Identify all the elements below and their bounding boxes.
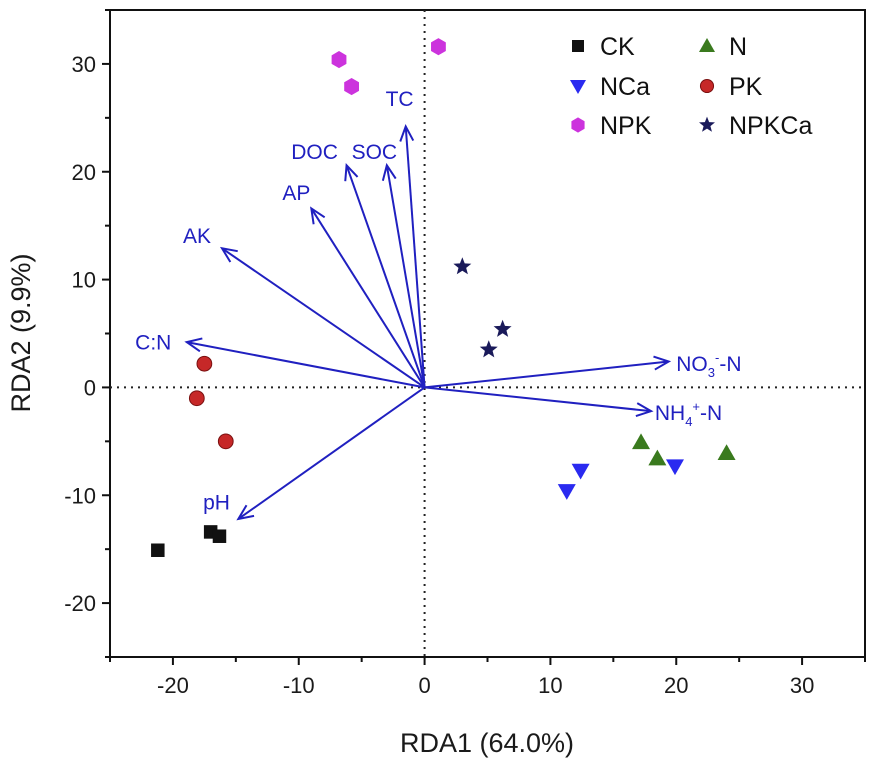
y-tick-label: 10 bbox=[72, 268, 96, 293]
legend-label-npk: NPK bbox=[600, 112, 652, 140]
vector-line bbox=[404, 126, 426, 388]
vector-line bbox=[186, 341, 425, 389]
point-pk bbox=[188, 390, 205, 407]
legend-label-ck: CK bbox=[600, 33, 635, 61]
vector-line bbox=[345, 164, 426, 388]
legend: CK N NCa PK NPK NPKCa bbox=[570, 33, 812, 140]
y-tick-label: 0 bbox=[84, 375, 96, 400]
legend-label-n: N bbox=[729, 33, 747, 61]
point-npkca bbox=[479, 340, 498, 358]
legend-marker-npk bbox=[571, 117, 585, 133]
x-tick-label: 20 bbox=[664, 673, 688, 698]
point-n bbox=[648, 449, 667, 466]
plot-frame bbox=[109, 9, 866, 658]
vector-label: TC bbox=[386, 88, 414, 111]
y-axis-title: RDA2 (9.9%) bbox=[6, 253, 36, 412]
vector-label: DOC bbox=[291, 141, 338, 164]
legend-marker-nca bbox=[570, 80, 586, 94]
vector-arrowhead bbox=[184, 337, 203, 353]
y-tick-label: -20 bbox=[64, 591, 96, 616]
vector-arrowhead bbox=[635, 402, 654, 418]
vector-line bbox=[385, 165, 426, 388]
point-ck bbox=[151, 543, 165, 557]
x-tick-label: 0 bbox=[418, 673, 430, 698]
point-pk bbox=[196, 355, 213, 372]
point-npk bbox=[431, 38, 446, 56]
point-npkca bbox=[493, 319, 512, 337]
reference-lines bbox=[110, 10, 865, 657]
vector-arrowhead bbox=[219, 246, 238, 263]
environment-vectors: TC SOC DOC AP AK C:N pH NO3--N NH4+-N bbox=[135, 88, 742, 521]
x-tick-label: -20 bbox=[157, 673, 189, 698]
vector-label: AP bbox=[282, 182, 310, 205]
point-npk bbox=[344, 78, 360, 96]
point-npkca bbox=[453, 257, 472, 275]
vector-arrowhead bbox=[236, 504, 255, 521]
vector-line bbox=[310, 207, 426, 388]
point-nca bbox=[665, 459, 684, 476]
x-axis-title: RDA1 (64.0%) bbox=[400, 728, 574, 758]
point-n bbox=[717, 444, 736, 460]
vector-arrowhead bbox=[310, 206, 326, 225]
vector-arrowhead bbox=[399, 124, 415, 142]
y-tick-label: -10 bbox=[64, 483, 96, 508]
vector-line bbox=[221, 247, 426, 389]
vector-line bbox=[424, 360, 669, 389]
legend-marker-ck bbox=[572, 40, 584, 52]
x-tick-label: -10 bbox=[283, 673, 315, 698]
y-tick-label: 30 bbox=[72, 52, 96, 77]
legend-marker-npkca bbox=[699, 116, 715, 132]
point-npk bbox=[331, 51, 347, 69]
x-tick-label: 10 bbox=[538, 673, 562, 698]
point-n bbox=[632, 433, 651, 450]
vector-label: pH bbox=[203, 491, 230, 514]
legend-label-nca: NCa bbox=[600, 73, 650, 101]
point-nca bbox=[571, 463, 590, 480]
sample-points bbox=[151, 38, 736, 557]
legend-label-npkca: NPKCa bbox=[729, 112, 812, 140]
vector-label: SOC bbox=[352, 141, 398, 164]
legend-marker-n bbox=[699, 38, 715, 52]
point-ck bbox=[212, 529, 227, 543]
vector-arrowhead bbox=[653, 355, 672, 371]
vector-label: C:N bbox=[135, 332, 171, 355]
point-nca bbox=[557, 484, 576, 500]
legend-marker-pk bbox=[699, 78, 715, 94]
y-tick-label: 20 bbox=[72, 160, 96, 185]
legend-label-pk: PK bbox=[729, 73, 763, 101]
vector-line bbox=[424, 386, 652, 413]
vector-arrowhead bbox=[344, 162, 359, 182]
vector-label: NH4+-N bbox=[655, 399, 722, 429]
vector-line bbox=[237, 386, 426, 520]
point-pk bbox=[217, 433, 234, 450]
axis-ticks: -20 -10 0 10 20 30 -20 -10 0 10 20 30 bbox=[64, 9, 866, 698]
vector-label: AK bbox=[183, 225, 211, 248]
vector-label: NO3--N bbox=[676, 350, 741, 380]
x-tick-label: 30 bbox=[790, 673, 814, 698]
vector-arrowhead bbox=[381, 162, 397, 182]
